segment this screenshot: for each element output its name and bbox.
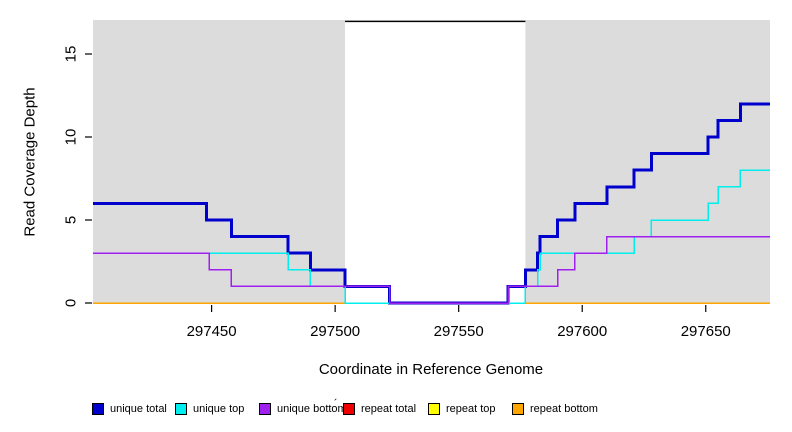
legend-label: repeat top bbox=[446, 403, 496, 415]
legend-item-unique-total: unique total bbox=[92, 403, 167, 415]
legend-swatch-icon bbox=[92, 403, 104, 415]
legend-item-unique-top: unique top bbox=[175, 403, 244, 415]
legend-label: repeat bottom bbox=[530, 403, 598, 415]
legend-swatch-icon bbox=[428, 403, 440, 415]
legend-label: unique top bbox=[193, 403, 245, 415]
series-line-unique-total bbox=[93, 102, 770, 305]
y-tick-label: 15 bbox=[62, 45, 80, 63]
x-tick-label: 297500 bbox=[310, 323, 361, 340]
y-tick-label: 10 bbox=[62, 128, 80, 146]
series-line-unique-top bbox=[93, 169, 770, 304]
shaded-panel-right bbox=[525, 20, 770, 304]
legend-item-repeat-top: repeat top bbox=[428, 403, 496, 415]
x-tick-label: 297450 bbox=[186, 323, 237, 340]
legend-swatch-icon bbox=[343, 403, 355, 415]
legend-item-repeat-total: repeat total bbox=[343, 403, 416, 415]
legend-label: unique total bbox=[110, 403, 167, 415]
legend-label: repeat total bbox=[361, 403, 417, 415]
legend-item-repeat-bottom: repeat bottom bbox=[512, 403, 598, 415]
legend-label: unique bottom bbox=[277, 403, 347, 415]
legend-swatch-icon bbox=[512, 403, 524, 415]
y-tick-label: 5 bbox=[62, 215, 80, 225]
x-tick-label: 297600 bbox=[557, 323, 608, 340]
shaded-panel-left bbox=[93, 20, 346, 304]
series-line-unique-bottom bbox=[93, 235, 770, 304]
legend-swatch-icon bbox=[175, 403, 187, 415]
y-tick-label: 0 bbox=[62, 298, 80, 308]
legend-swatch-icon bbox=[259, 403, 271, 415]
x-axis-title: Coordinate in Reference Genome bbox=[318, 361, 544, 378]
legend-stray-mark: ´ bbox=[334, 398, 338, 410]
legend-item-unique-bottom: unique bottom bbox=[259, 403, 347, 415]
x-tick-label: 297650 bbox=[680, 323, 731, 340]
x-tick-label: 297550 bbox=[433, 323, 484, 340]
y-axis-title: Read Coverage Depth bbox=[21, 87, 39, 237]
